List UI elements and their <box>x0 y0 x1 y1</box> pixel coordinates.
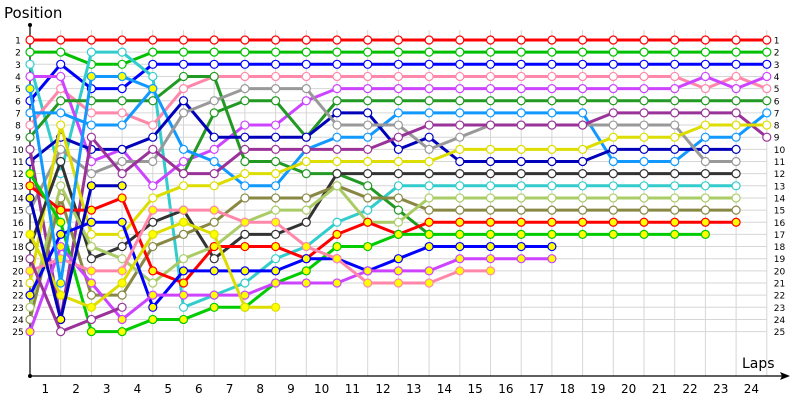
series-purple-w <box>25 254 127 337</box>
series-violet <box>25 71 772 191</box>
svg-text:19: 19 <box>12 255 24 265</box>
svg-text:2: 2 <box>15 49 21 59</box>
svg-text:6: 6 <box>15 97 21 107</box>
svg-text:15: 15 <box>468 382 483 396</box>
y-axis-title: Position <box>4 4 63 22</box>
svg-text:5: 5 <box>164 382 172 396</box>
series-pink-y <box>25 205 496 288</box>
svg-text:22: 22 <box>682 382 697 396</box>
series-navy <box>25 96 741 167</box>
svg-text:18: 18 <box>560 382 575 396</box>
svg-text:21: 21 <box>12 280 23 290</box>
svg-text:17: 17 <box>774 231 785 241</box>
svg-text:9: 9 <box>287 382 295 396</box>
series-purple <box>25 108 772 325</box>
svg-text:3: 3 <box>103 382 111 396</box>
series-blue <box>25 59 772 106</box>
svg-text:6: 6 <box>195 382 203 396</box>
svg-text:6: 6 <box>774 97 780 107</box>
svg-text:7: 7 <box>226 382 234 396</box>
svg-text:25: 25 <box>12 328 23 338</box>
svg-text:1: 1 <box>15 37 21 47</box>
svg-text:23: 23 <box>12 304 23 314</box>
svg-text:4: 4 <box>15 73 21 83</box>
svg-text:11: 11 <box>12 158 23 168</box>
svg-text:20: 20 <box>774 267 786 277</box>
svg-text:12: 12 <box>774 170 785 180</box>
svg-text:2: 2 <box>72 382 80 396</box>
svg-text:10: 10 <box>314 382 329 396</box>
svg-text:4: 4 <box>774 73 780 83</box>
svg-text:24: 24 <box>744 382 759 396</box>
svg-text:3: 3 <box>15 61 21 71</box>
svg-text:2: 2 <box>774 49 780 59</box>
x-tick-labels: 1 2 3 4 5 6 7 8 9 10 11 12 13 14 15 16 17 18 19 20 21 22 23 24 <box>42 382 760 396</box>
svg-text:22: 22 <box>12 292 23 302</box>
series <box>25 35 772 337</box>
svg-text:13: 13 <box>406 382 421 396</box>
svg-text:11: 11 <box>774 158 785 168</box>
series-yellow-y <box>25 217 281 312</box>
svg-text:25: 25 <box>774 328 785 338</box>
svg-text:22: 22 <box>774 292 785 302</box>
svg-text:4: 4 <box>134 382 142 396</box>
svg-text:18: 18 <box>774 243 786 253</box>
svg-text:9: 9 <box>15 134 21 144</box>
svg-text:5: 5 <box>15 85 21 95</box>
svg-text:15: 15 <box>774 207 785 217</box>
svg-text:9: 9 <box>774 134 780 144</box>
series-pink <box>25 71 772 130</box>
svg-text:3: 3 <box>774 61 780 71</box>
svg-text:20: 20 <box>621 382 636 396</box>
svg-text:17: 17 <box>12 231 23 241</box>
svg-text:16: 16 <box>498 382 513 396</box>
series-yellow <box>25 120 772 288</box>
series-violet-y <box>25 241 557 337</box>
svg-text:7: 7 <box>774 109 780 119</box>
svg-text:21: 21 <box>774 280 785 290</box>
svg-text:1: 1 <box>774 37 780 47</box>
svg-text:10: 10 <box>774 146 786 156</box>
svg-text:18: 18 <box>12 243 24 253</box>
svg-text:21: 21 <box>652 382 667 396</box>
svg-text:24: 24 <box>12 316 24 326</box>
series-skyblue-y <box>25 71 158 288</box>
svg-text:14: 14 <box>12 194 24 204</box>
svg-text:19: 19 <box>590 382 605 396</box>
svg-text:7: 7 <box>15 109 21 119</box>
svg-text:14: 14 <box>437 382 452 396</box>
svg-text:16: 16 <box>12 219 24 229</box>
svg-text:12: 12 <box>12 170 23 180</box>
svg-text:13: 13 <box>12 182 23 192</box>
svg-text:8: 8 <box>256 382 264 396</box>
svg-text:23: 23 <box>774 304 785 314</box>
svg-text:17: 17 <box>529 382 544 396</box>
series-green <box>25 47 772 69</box>
svg-text:12: 12 <box>375 382 390 396</box>
svg-text:19: 19 <box>774 255 786 265</box>
svg-text:5: 5 <box>774 85 780 95</box>
svg-text:10: 10 <box>12 146 24 156</box>
series-red <box>25 35 772 45</box>
series-navy-y <box>25 181 127 325</box>
svg-text:23: 23 <box>713 382 728 396</box>
svg-text:14: 14 <box>774 194 786 204</box>
svg-text:11: 11 <box>345 382 360 396</box>
svg-text:8: 8 <box>774 122 780 132</box>
svg-text:16: 16 <box>774 219 786 229</box>
svg-text:1: 1 <box>42 382 50 396</box>
svg-text:15: 15 <box>12 207 23 217</box>
svg-text:20: 20 <box>12 267 24 277</box>
svg-text:8: 8 <box>15 122 21 132</box>
svg-text:24: 24 <box>774 316 786 326</box>
svg-text:13: 13 <box>774 182 785 192</box>
